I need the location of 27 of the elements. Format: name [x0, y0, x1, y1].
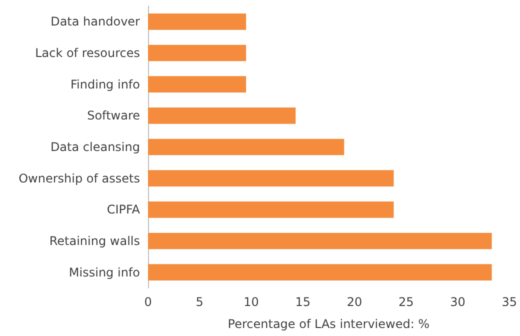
x-axis-title: Percentage of LAs interviewed: %	[228, 317, 430, 331]
bar	[148, 232, 492, 250]
y-tick-label: Data handover	[50, 14, 140, 29]
y-tick-label: Data cleansing	[50, 140, 140, 154]
bar	[148, 202, 394, 218]
y-tick-label: Missing info	[68, 265, 140, 280]
bar	[148, 108, 296, 124]
bar	[148, 76, 246, 92]
x-tick-label: 15	[295, 295, 311, 309]
y-tick-label: Software	[87, 108, 140, 123]
x-tick-label: 25	[398, 295, 414, 309]
y-tick-label: Lack of resources	[35, 46, 140, 60]
x-tick-label: 0	[144, 295, 152, 309]
bar	[148, 14, 246, 30]
y-tick-label: Finding info	[70, 77, 140, 92]
bar	[148, 44, 246, 62]
y-tick-label: CIPFA	[106, 202, 141, 217]
x-tick-label: 10	[244, 295, 259, 309]
bar	[148, 170, 394, 186]
y-tick-label: Ownership of assets	[18, 171, 140, 186]
bar	[148, 264, 492, 280]
x-tick-label: 35	[502, 295, 518, 309]
x-tick-label: 20	[346, 295, 362, 309]
bar	[148, 138, 344, 156]
x-tick-label: 30	[450, 295, 466, 309]
y-tick-label: Retaining walls	[49, 234, 140, 248]
x-tick-label: 5	[196, 295, 204, 309]
